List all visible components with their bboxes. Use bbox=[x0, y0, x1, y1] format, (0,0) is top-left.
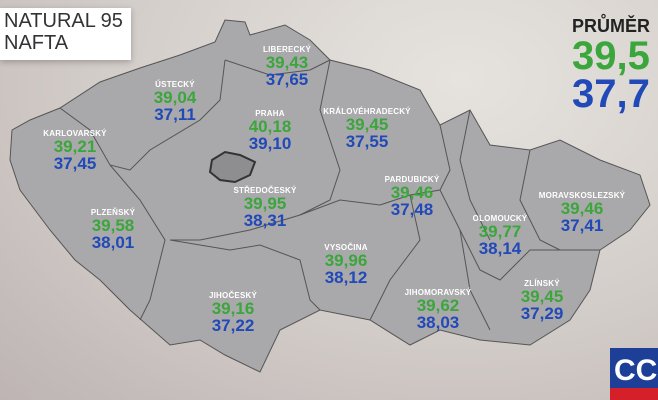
nafta-price: 37,11 bbox=[154, 105, 196, 124]
average-panel: PRŮMĚR 39,5 37,7 bbox=[572, 16, 658, 116]
nafta-price: 37,22 bbox=[211, 316, 255, 335]
nafta-price: 37,65 bbox=[265, 70, 309, 89]
natural95-price: 39,46 bbox=[390, 183, 434, 202]
region-name: JIHOČESKÝ bbox=[208, 291, 258, 300]
country-outline bbox=[9, 19, 651, 373]
legend-nafta: NAFTA bbox=[4, 32, 69, 54]
natural95-price: 39,95 bbox=[243, 194, 287, 213]
nafta-price: 37,29 bbox=[520, 304, 564, 323]
region-borders bbox=[59, 59, 600, 331]
region-name: PRAHA bbox=[255, 109, 285, 118]
nafta-price: 37,45 bbox=[53, 154, 97, 173]
region-12: JIHOMORAVSKÝ 39,62 38,03 bbox=[405, 288, 472, 331]
region-11: JIHOČESKÝ 39,16 37,22 bbox=[209, 291, 257, 334]
region-13: ZLÍNSKÝ 39,45 37,29 bbox=[521, 279, 564, 322]
region-0: LIBERECKÝ 39,43 37,65 bbox=[263, 45, 311, 88]
nafta-price: 38,31 bbox=[243, 211, 287, 230]
region-10: VYSOČINA 39,96 38,12 bbox=[324, 243, 367, 286]
region-name: KRÁLOVÉHRADECKÝ bbox=[323, 107, 411, 116]
natural95-price: 39,46 bbox=[560, 199, 604, 218]
nafta-price: 37,41 bbox=[560, 216, 604, 235]
legend-natural95: NATURAL 95 bbox=[4, 10, 123, 32]
region-3: PRAHA 40,18 39,10 bbox=[249, 109, 292, 152]
region-7: PLZEŇSKÝ 39,58 38,01 bbox=[91, 208, 135, 251]
channel-logo: CC bbox=[610, 348, 658, 400]
region-9: OLOMOUCKÝ 39,77 38,14 bbox=[473, 214, 528, 257]
nafta-price: 38,14 bbox=[478, 239, 522, 258]
natural95-price: 39,43 bbox=[265, 53, 309, 72]
natural95-price: 39,45 bbox=[345, 115, 389, 134]
region-name: ÚSTECKÝ bbox=[155, 80, 195, 89]
natural95-price: 39,21 bbox=[53, 137, 97, 156]
natural95-price: 39,04 bbox=[153, 88, 197, 107]
region-name: ZLÍNSKÝ bbox=[524, 279, 560, 288]
nafta-price: 37,48 bbox=[390, 200, 434, 219]
region-8: MORAVSKOSLEZSKÝ 39,46 37,41 bbox=[539, 191, 625, 234]
region-name: MORAVSKOSLEZSKÝ bbox=[538, 191, 626, 200]
region-name: PARDUBICKÝ bbox=[384, 175, 440, 184]
region-name: OLOMOUCKÝ bbox=[472, 214, 528, 223]
natural95-price: 39,96 bbox=[324, 251, 368, 270]
region-name: PLZEŇSKÝ bbox=[90, 208, 136, 217]
nafta-price: 38,01 bbox=[91, 233, 135, 252]
prague-outline bbox=[208, 150, 257, 184]
nafta-price: 37,55 bbox=[345, 132, 389, 151]
region-4: KRÁLOVÉHRADECKÝ 39,45 37,55 bbox=[323, 107, 410, 150]
region-name: VYSOČINA bbox=[324, 243, 368, 252]
natural95-price: 39,45 bbox=[520, 287, 564, 306]
region-2: KARLOVARSKÝ 39,21 37,45 bbox=[43, 129, 106, 172]
natural95-price: 39,16 bbox=[211, 299, 255, 318]
average-nafta: 37,7 bbox=[572, 72, 650, 116]
average-natural95: 39,5 bbox=[572, 34, 650, 78]
natural95-price: 39,58 bbox=[91, 216, 135, 235]
region-name: KARLOVARSKÝ bbox=[43, 129, 107, 138]
natural95-price: 40,18 bbox=[248, 117, 292, 136]
nafta-price: 38,12 bbox=[324, 268, 368, 287]
region-name: LIBERECKÝ bbox=[262, 45, 312, 54]
nafta-price: 38,03 bbox=[416, 313, 460, 332]
region-1: ÚSTECKÝ 39,04 37,11 bbox=[154, 80, 197, 123]
nafta-price: 39,10 bbox=[248, 134, 292, 153]
region-6: PARDUBICKÝ 39,46 37,48 bbox=[385, 175, 440, 218]
legend-box: NATURAL 95 NAFTA bbox=[0, 8, 131, 60]
region-name: STŘEDOČESKÝ bbox=[233, 186, 297, 195]
natural95-price: 39,77 bbox=[478, 222, 522, 241]
average-label: PRŮMĚR bbox=[572, 16, 651, 36]
natural95-price: 39,62 bbox=[416, 296, 460, 315]
region-name: JIHOMORAVSKÝ bbox=[404, 288, 472, 297]
region-5: STŘEDOČESKÝ 39,95 38,31 bbox=[233, 186, 296, 229]
